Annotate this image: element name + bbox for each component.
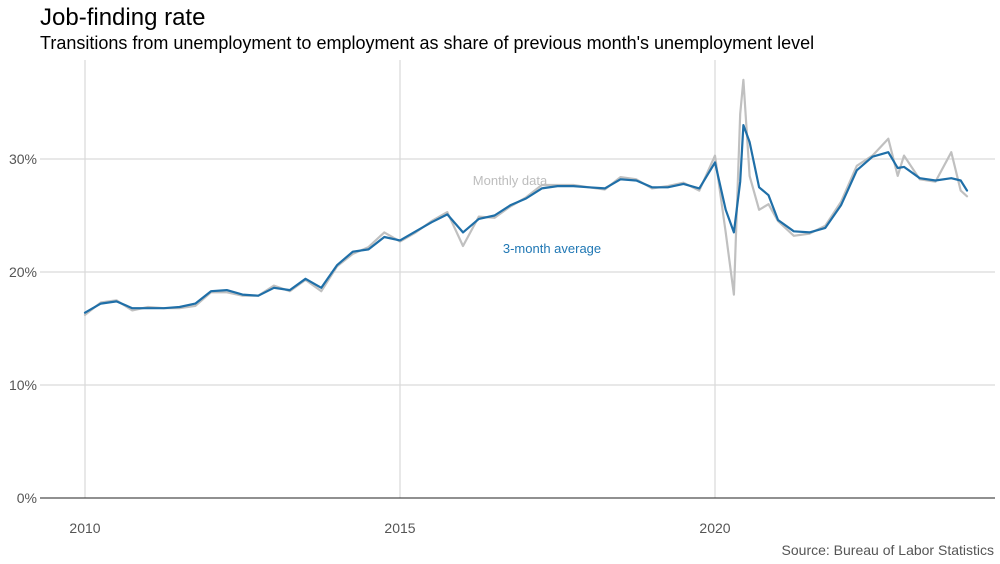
y-tick-label: 10% [9, 377, 37, 393]
label-layer: 2010 2015 2020 0% 10% 20% 30% Monthly data 3-mon… [9, 151, 731, 536]
grid-layer [40, 60, 995, 499]
three-month-average-line [83, 124, 969, 314]
x-tick-label: 2015 [384, 520, 415, 536]
chart-subtitle: Transitions from unemployment to employm… [40, 33, 815, 53]
y-tick-label: 0% [17, 490, 37, 506]
monthly-data-label: Monthly data [473, 173, 548, 188]
three-month-average-label: 3-month average [503, 241, 601, 256]
source-note: Source: Bureau of Labor Statistics [781, 542, 994, 558]
x-tick-label: 2010 [69, 520, 100, 536]
y-tick-label: 30% [9, 151, 37, 167]
chart-title: Job-finding rate [40, 4, 206, 31]
x-tick-label: 2020 [699, 520, 730, 536]
y-tick-label: 20% [9, 264, 37, 280]
series-layer [83, 78, 969, 316]
